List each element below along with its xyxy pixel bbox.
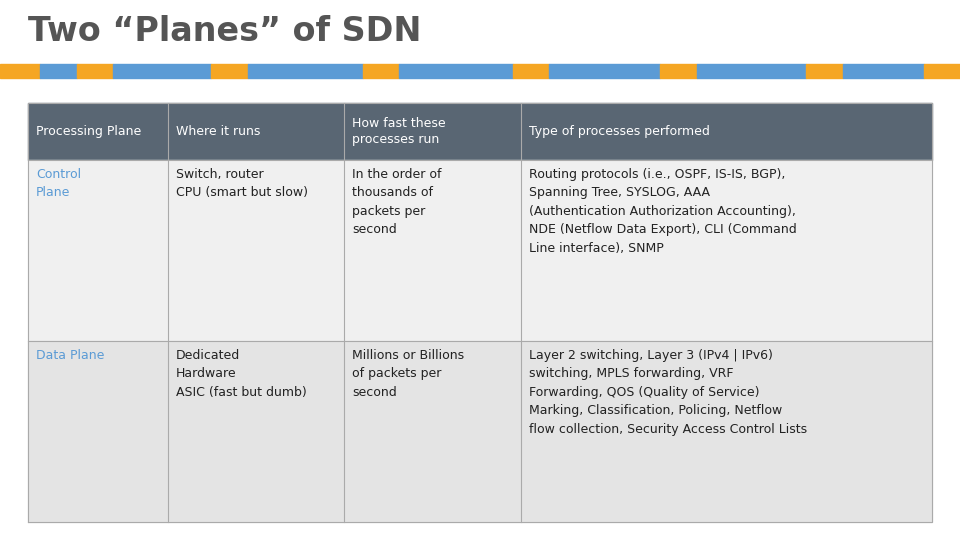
Bar — [0, 64, 40, 78]
Text: Routing protocols (i.e., OSPF, IS-IS, BGP),
Spanning Tree, SYSLOG, AAA
(Authenti: Routing protocols (i.e., OSPF, IS-IS, BG… — [529, 167, 797, 254]
Bar — [660, 64, 697, 78]
Bar — [211, 64, 248, 78]
Bar — [549, 64, 660, 78]
Bar — [924, 64, 960, 78]
Bar — [40, 64, 77, 78]
Text: Dedicated
Hardware
ASIC (fast but dumb): Dedicated Hardware ASIC (fast but dumb) — [176, 349, 307, 399]
Bar — [843, 64, 924, 78]
Bar — [113, 64, 211, 78]
Bar — [28, 341, 932, 522]
Bar — [399, 64, 513, 78]
Text: Type of processes performed: Type of processes performed — [529, 125, 709, 138]
Bar — [248, 64, 363, 78]
Text: Switch, router
CPU (smart but slow): Switch, router CPU (smart but slow) — [176, 167, 308, 199]
Bar — [28, 103, 932, 159]
Text: Processing Plane: Processing Plane — [36, 125, 141, 138]
Bar — [513, 64, 549, 78]
Bar — [28, 159, 932, 341]
Text: Data Plane: Data Plane — [36, 349, 105, 362]
Bar — [697, 64, 806, 78]
Text: Millions or Billions
of packets per
second: Millions or Billions of packets per seco… — [352, 349, 465, 399]
Text: Control
Plane: Control Plane — [36, 167, 82, 199]
Text: In the order of
thousands of
packets per
second: In the order of thousands of packets per… — [352, 167, 442, 236]
Bar — [806, 64, 843, 78]
Bar — [77, 64, 113, 78]
Text: How fast these
processes run: How fast these processes run — [352, 117, 446, 146]
Bar — [363, 64, 399, 78]
Text: Where it runs: Where it runs — [176, 125, 260, 138]
Text: Two “Planes” of SDN: Two “Planes” of SDN — [28, 15, 421, 48]
Text: Layer 2 switching, Layer 3 (IPv4 | IPv6)
switching, MPLS forwarding, VRF
Forward: Layer 2 switching, Layer 3 (IPv4 | IPv6)… — [529, 349, 806, 436]
